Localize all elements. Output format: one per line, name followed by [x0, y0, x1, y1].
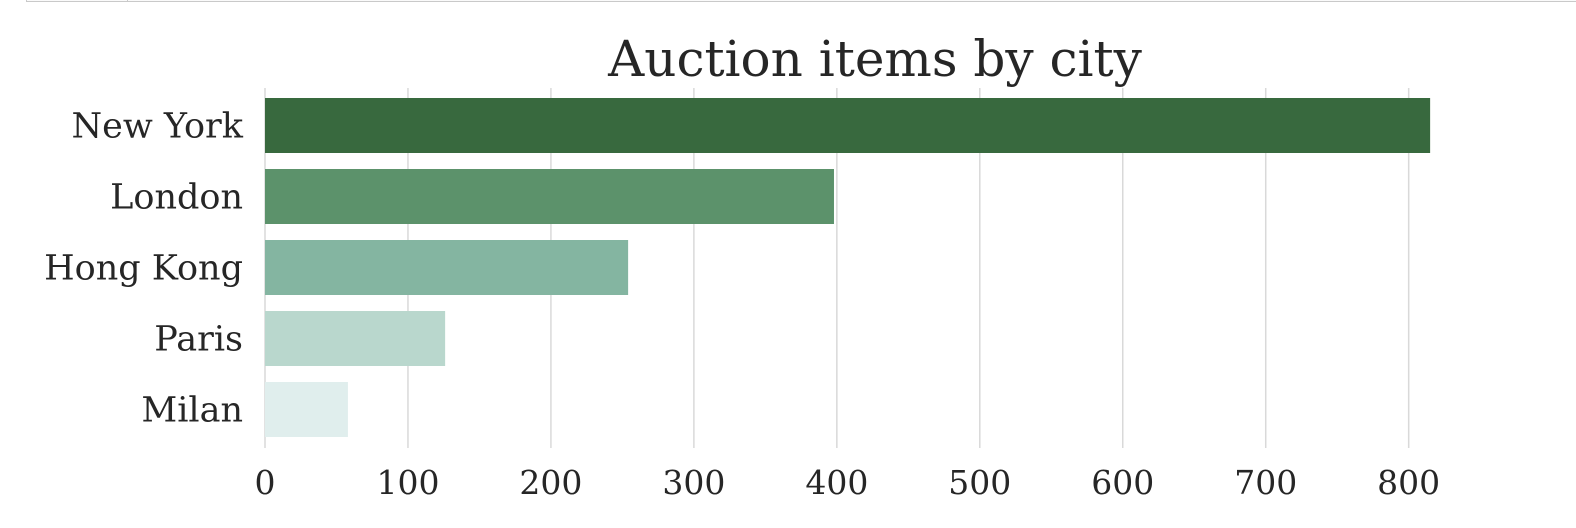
x-tick-label: 200 — [519, 463, 582, 502]
x-tick-labels: 0 100 200 300 400 500 600 700 800 — [255, 463, 1441, 502]
x-tick-label: 400 — [805, 463, 868, 502]
x-tick-label: 300 — [662, 463, 725, 502]
window-top-frame — [26, 0, 1576, 2]
category-label: New York — [72, 107, 244, 147]
category-label: London — [110, 178, 243, 218]
bar — [265, 311, 446, 366]
category-label: Hong Kong — [44, 249, 243, 289]
x-tick-label: 500 — [948, 463, 1011, 502]
chart-title: Auction items by city — [607, 30, 1142, 88]
x-tick-label: 700 — [1234, 463, 1297, 502]
category-label: Milan — [141, 391, 243, 431]
x-tick-label: 800 — [1377, 463, 1440, 502]
category-label: Paris — [154, 320, 243, 360]
bar — [265, 382, 348, 437]
category-labels: New York London Hong Kong Paris Milan — [44, 107, 244, 431]
x-tick-label: 0 — [255, 463, 276, 502]
window-frame-divider — [127, 0, 128, 2]
bar — [265, 169, 834, 224]
bars — [265, 98, 1431, 437]
bar — [265, 240, 629, 295]
x-tick-label: 100 — [376, 463, 439, 502]
x-tick-label: 600 — [1091, 463, 1154, 502]
bar — [265, 98, 1431, 153]
